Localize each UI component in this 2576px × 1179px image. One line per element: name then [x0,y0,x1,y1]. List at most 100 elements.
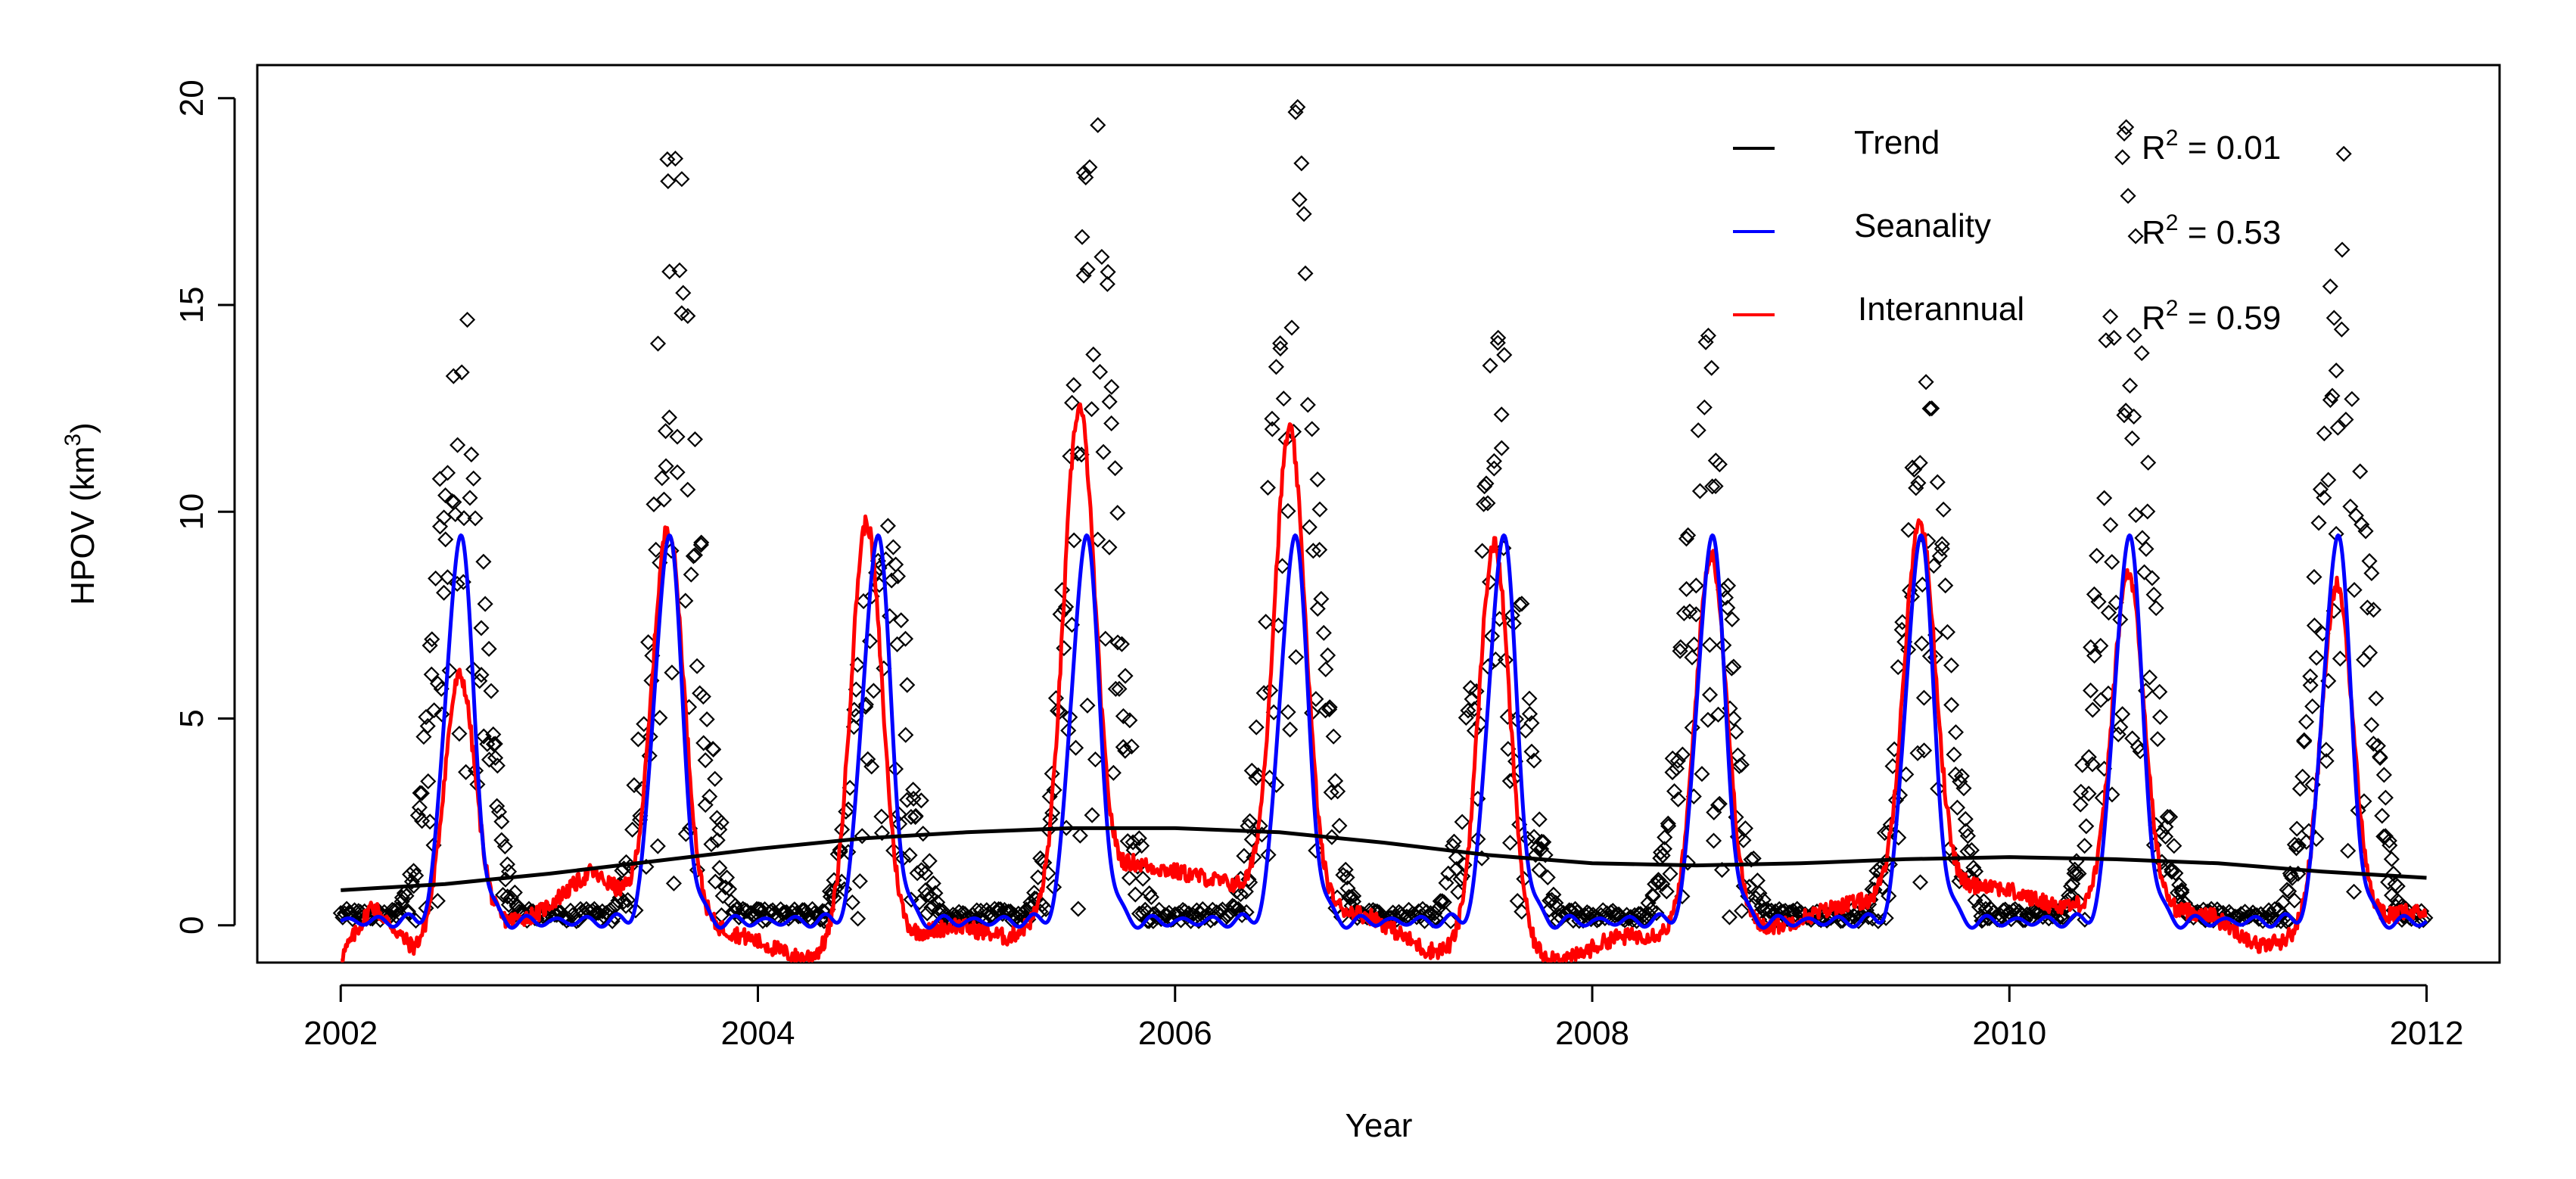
observation-point [2361,552,2378,569]
observation-point [2080,748,2097,765]
observation-point [439,465,456,481]
observation-point [1297,265,1314,282]
observation-point [1486,460,1502,477]
legend-r2-interannual: R2 = 0.59 [2142,296,2281,337]
observation-point [1934,536,1950,552]
observation-point [1083,401,1100,418]
observation-point [2357,523,2374,540]
observation-point [1684,649,1700,666]
observation-point [707,873,723,890]
observation-point [394,893,410,910]
observation-point [2167,865,2184,882]
observation-point [2359,599,2375,616]
observation-point [2363,565,2380,582]
observation-point [913,792,929,809]
observation-point [1474,543,1491,559]
observation-point [919,886,935,904]
legend-r2-seanality-value: = 0.53 [2178,214,2281,251]
y-ticks: 0 5 10 15 20 [173,79,235,935]
observation-point [2368,690,2385,707]
observation-point [1315,624,1332,641]
observation-point [1947,724,1965,741]
observation-point [2302,668,2319,685]
observation-point [1924,400,1940,417]
observation-point [1672,639,1689,655]
observation-point [429,892,446,910]
observation-point [1734,903,1750,919]
observation-point [1095,443,1112,460]
x-tick-label: 2012 [2390,1015,2464,1052]
observation-point [1074,229,1090,245]
observation-point [2322,278,2338,295]
observation-point [652,709,668,726]
observation-point [436,509,453,526]
observation-point [2316,490,2332,506]
observation-points [332,98,2434,929]
observation-point [1669,752,1686,769]
observation-point [674,305,690,322]
observation-point [493,813,510,830]
observation-point [1700,711,1716,728]
observation-point [1694,766,1710,782]
observation-point [2365,602,2382,618]
observation-point [1743,851,1759,868]
observation-point [473,620,490,636]
observation-point [2162,809,2179,826]
observation-point [1337,861,1354,878]
observation-point [1700,327,1716,344]
observation-point [1482,574,1498,590]
observation-point [1890,659,1906,676]
observation-point [854,828,870,845]
observation-point [1046,782,1062,798]
observation-point [2338,411,2354,428]
observation-point [879,518,896,534]
observation-point [2389,878,2406,894]
observation-point [451,725,468,742]
observation-point [2296,733,2313,750]
observation-point [1101,394,1118,410]
observation-point [2296,732,2313,748]
observation-point [1070,901,1087,917]
observation-point [1085,346,1102,363]
observation-point [2100,604,2117,621]
observation-point [403,873,420,890]
observation-point [897,630,914,647]
observation-point [2055,909,2071,925]
observation-point [2324,387,2341,404]
observation-point [1539,869,1556,886]
observation-point [1713,861,1731,879]
legend-r2-seanality: R2 = 0.53 [2142,210,2281,251]
observation-point [400,904,417,921]
observation-point [1529,839,1546,856]
observation-point [615,893,632,910]
observation-point [671,262,688,278]
observation-point [927,885,944,901]
observation-point [2122,377,2139,394]
observation-point [1908,480,1924,496]
observation-point [751,901,767,918]
observation-point [1066,532,1082,549]
observation-point [2127,507,2144,524]
x-tick-label: 2002 [303,1015,378,1052]
observation-point [620,891,636,908]
observation-point [1910,474,1927,491]
observation-point [413,785,430,801]
observation-point [546,907,563,923]
observation-point [462,490,478,506]
observation-point [2098,332,2114,349]
observation-point [1707,478,1724,495]
observation-point [2286,892,2303,909]
observation-point [2290,837,2307,854]
observation-point [465,470,482,487]
observation-point [1064,394,1081,411]
observation-point [1946,746,1962,763]
observation-point [1308,842,1324,859]
legend-r2-seanality-superscript: 2 [2166,210,2179,235]
observation-point [905,782,922,798]
observation-point [1258,614,1274,630]
observation-point [655,491,672,508]
x-tick-label: 2010 [1972,1015,2046,1052]
observation-point [2352,463,2369,480]
observation-point [1301,519,1318,536]
observation-point [436,584,453,601]
